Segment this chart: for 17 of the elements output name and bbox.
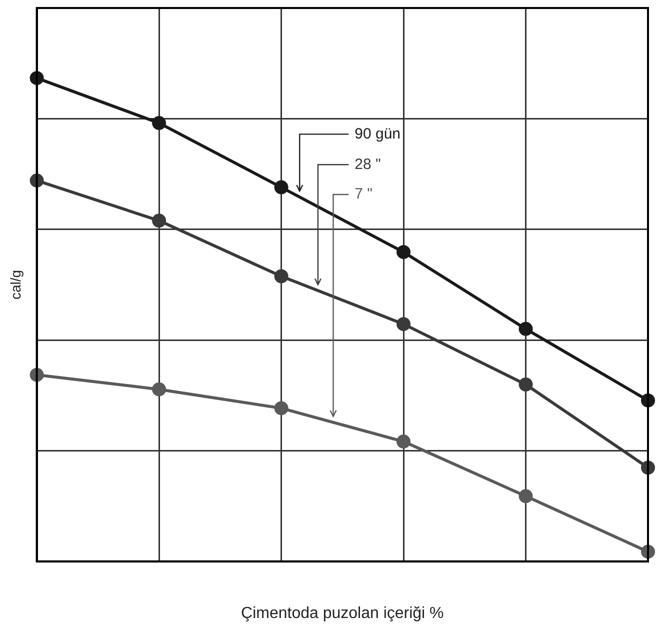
point <box>518 378 533 392</box>
text: 28 " <box>354 156 381 173</box>
text: 90 gün <box>354 125 401 142</box>
point <box>152 214 166 228</box>
point <box>396 434 411 449</box>
point <box>518 489 533 504</box>
point <box>274 401 288 416</box>
point <box>396 317 411 332</box>
text: 7 " <box>354 186 372 203</box>
point <box>274 180 288 194</box>
point <box>152 116 166 130</box>
point <box>274 269 288 284</box>
x-axis-title: Çimentoda puzolan içeriği % <box>241 604 444 622</box>
point <box>152 382 166 396</box>
y-axis-title: cal/g <box>7 270 24 300</box>
point <box>518 322 533 336</box>
point <box>396 245 411 260</box>
